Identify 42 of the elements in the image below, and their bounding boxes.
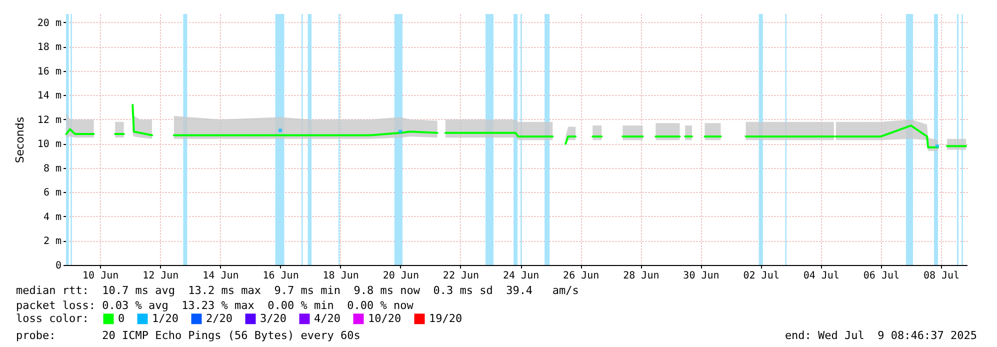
legend-label: 10/20 <box>368 312 402 325</box>
x-tick-label: 12 Jun <box>142 270 179 282</box>
y-tick-label: 20 m <box>37 18 62 29</box>
text: end: Wed Jul 9 08:46:37 2025 <box>784 329 977 342</box>
y-tick-label: 18 m <box>37 42 62 54</box>
x-tick-label: 04 Jul <box>803 270 840 282</box>
y-tick-label: 10 m <box>37 139 62 150</box>
y-tick-label: 14 m <box>37 90 62 102</box>
x-tick-label: 20 Jun <box>382 270 419 282</box>
x-tick-label: 08 Jul <box>923 270 960 282</box>
legend-label: 4/20 <box>314 312 340 325</box>
x-tick-label: 24 Jun <box>502 270 540 282</box>
point <box>936 144 939 148</box>
x-tick-label: 06 Jul <box>863 270 900 282</box>
y-tick-label: 8 m <box>43 163 62 174</box>
legend-label: 1/20 <box>152 312 178 325</box>
legend-label: 2/20 <box>206 312 232 325</box>
legend-title: loss color: <box>16 312 89 325</box>
y-tick-label: 4 m <box>43 212 62 223</box>
y-tick-label: 2 m <box>43 236 62 248</box>
x-tick-label: 16 Jun <box>262 270 299 282</box>
legend-label: 3/20 <box>260 312 286 325</box>
y-tick-label: 6 m <box>43 188 62 199</box>
x-tick-label: 18 Jun <box>322 270 359 282</box>
x-tick-label: 14 Jun <box>202 270 239 282</box>
y-tick-label: 16 m <box>37 66 62 78</box>
legend-label: 19/20 <box>429 312 462 325</box>
y-tick-label: 0 <box>55 260 62 272</box>
x-tick-label: 28 Jun <box>623 270 660 282</box>
x-tick-label: 30 Jun <box>683 270 720 282</box>
text: median rtt: 10.7 ms avg 13.2 ms max 9.7 ms min 9.8 ms now 0.3 ms sd 39.4 am/s <box>16 284 579 297</box>
x-tick-label: 26 Jun <box>563 270 600 282</box>
point <box>278 128 282 132</box>
y-axis-title: Seconds <box>13 116 26 164</box>
point <box>398 130 402 134</box>
text: packet loss: 0.03 % avg 13.23 % max 0.00 % min 0.00 % now <box>16 299 414 312</box>
x-tick-label: 22 Jun <box>442 270 480 282</box>
x-tick-label: 02 Jul <box>743 270 780 282</box>
y-tick-label: 12 m <box>37 114 62 126</box>
legend-label: 0 <box>118 312 125 325</box>
x-tick-label: 10 Jun <box>82 270 119 282</box>
text: probe: 20 ICMP Echo Pings (56 Bytes) every 60s <box>16 329 360 342</box>
